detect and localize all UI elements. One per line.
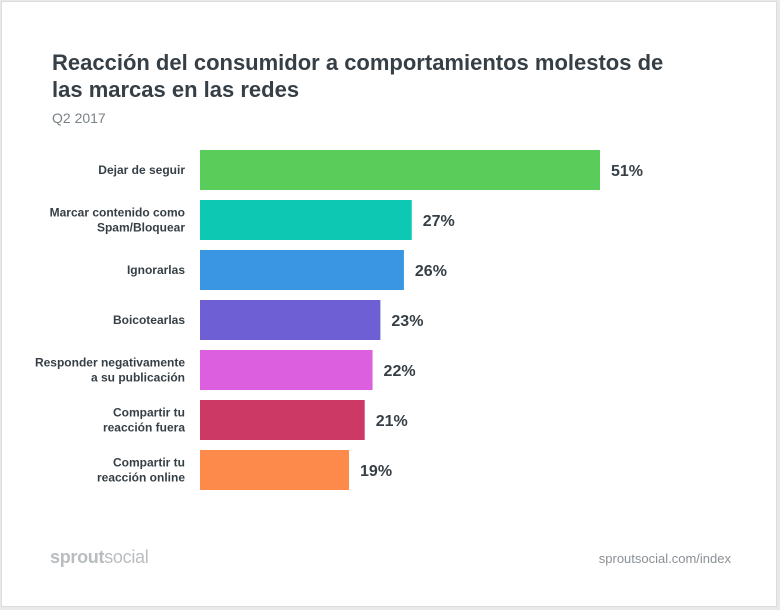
bar-boicotearlas [200, 300, 381, 340]
value-label-compartir-tu-reaccion-fuera: 21% [376, 413, 408, 430]
chart-subtitle: Q2 2017 [52, 110, 106, 126]
value-label-ignorarlas: 26% [415, 263, 447, 280]
value-label-responder-negativamente-a-su-publicacion: 22% [384, 363, 416, 380]
category-label-compartir-tu-reaccion-fuera: Compartir tu reacción fuera [103, 406, 185, 435]
category-label-compartir-tu-reaccion-online: Compartir tu reacción online [97, 456, 185, 485]
chart-title: Reacción del consumidor a comportamiento… [52, 50, 664, 102]
value-label-dejar-de-seguir: 51% [611, 163, 643, 180]
bar-dejar-de-seguir [200, 150, 600, 190]
bar-ignorarlas [200, 250, 404, 290]
brand-bold: sprout [50, 547, 105, 567]
bar-responder-negativamente-a-su-publicacion [200, 350, 373, 390]
category-label-marcar-contenido-como-spam-bloquear: Marcar contenido como Spam/Bloquear [50, 206, 186, 235]
bar-marcar-contenido-como-spam-bloquear [200, 200, 412, 240]
category-label-responder-negativamente-a-su-publicacion: Responder negativamente a su publicación [35, 356, 185, 385]
value-label-boicotearlas: 23% [391, 313, 423, 330]
sproutsocial-logo: sproutsocial [50, 547, 149, 568]
bar-compartir-tu-reaccion-online [200, 450, 350, 490]
bar-compartir-tu-reaccion-fuera [200, 400, 365, 440]
source-url: sproutsocial.com/index [598, 551, 731, 566]
category-label-ignorarlas: Ignorarlas [127, 263, 185, 277]
value-label-compartir-tu-reaccion-online: 19% [360, 463, 392, 480]
category-label-dejar-de-seguir: Dejar de seguir [98, 163, 185, 177]
value-label-marcar-contenido-como-spam-bloquear: 27% [423, 213, 455, 230]
category-label-boicotearlas: Boicotearlas [113, 313, 185, 327]
brand-light: social [104, 547, 149, 567]
